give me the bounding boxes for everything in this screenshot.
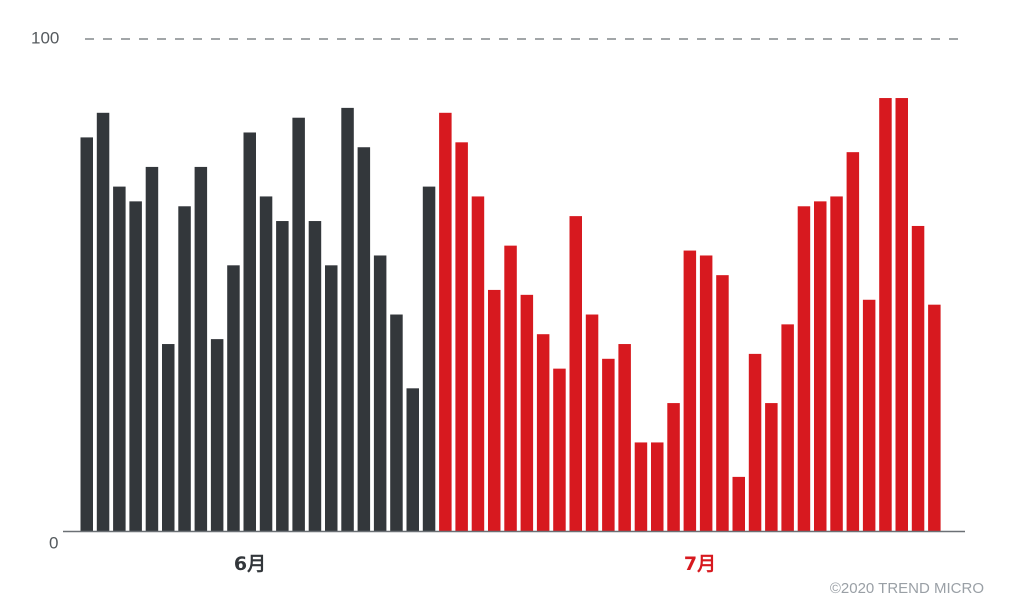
- bar-june-7: [178, 206, 191, 531]
- bar-june-4: [129, 201, 142, 532]
- bar-july-24: [814, 201, 827, 532]
- bar-july-15: [667, 403, 680, 531]
- y-tick-label-100: 100: [31, 28, 59, 47]
- bar-june-5: [145, 166, 159, 532]
- bars-group: [80, 98, 941, 532]
- bar-july-11: [602, 358, 615, 531]
- bar-june-8: [194, 166, 208, 532]
- bar-june-18: [357, 147, 371, 532]
- bar-july-20: [748, 353, 762, 531]
- bar-july-3: [471, 196, 485, 531]
- bar-june-19: [373, 255, 387, 532]
- bar-june-2: [96, 112, 110, 532]
- bar-july-28: [879, 98, 892, 531]
- bar-june-21: [406, 388, 419, 531]
- bar-june-9: [210, 339, 224, 531]
- bar-june-11: [243, 132, 256, 532]
- bar-july-22: [781, 324, 794, 531]
- bar-july-6: [520, 294, 534, 531]
- bar-july-13: [634, 442, 648, 531]
- bar-june-3: [113, 186, 126, 531]
- bar-june-12: [259, 196, 273, 531]
- bar-july-17: [699, 255, 713, 532]
- bar-june-22: [422, 186, 436, 531]
- y-tick-label-0: 0: [49, 533, 58, 552]
- copyright-credit: ©2020 TREND MICRO: [830, 580, 984, 597]
- bar-july-31: [928, 304, 941, 531]
- bar-july-21: [765, 403, 778, 531]
- bar-june-15: [308, 221, 322, 532]
- bar-july-2: [455, 142, 468, 531]
- bar-june-16: [325, 265, 338, 531]
- bar-july-26: [846, 152, 860, 531]
- bar-june-14: [292, 117, 305, 531]
- bar-july-10: [585, 314, 599, 531]
- bar-july-23: [797, 206, 811, 531]
- bar-june-20: [390, 314, 403, 531]
- bar-july-9: [569, 216, 582, 531]
- bar-june-13: [276, 221, 289, 532]
- bar-july-19: [732, 476, 745, 531]
- bar-july-12: [618, 344, 631, 531]
- bar-july-16: [683, 250, 697, 531]
- bar-july-30: [911, 225, 925, 531]
- month-label-june: 6月: [234, 553, 266, 575]
- bar-july-18: [716, 275, 729, 531]
- bar-july-14: [651, 442, 664, 531]
- bar-july-4: [488, 289, 501, 531]
- bar-june-17: [341, 107, 354, 531]
- bar-june-1: [80, 137, 93, 531]
- bar-july-29: [895, 98, 908, 531]
- bar-june-6: [162, 344, 175, 531]
- month-label-july: 7月: [684, 553, 716, 575]
- bar-july-7: [536, 334, 550, 531]
- bar-july-25: [830, 196, 843, 531]
- bar-july-1: [439, 112, 452, 532]
- bar-july-8: [553, 368, 566, 531]
- bar-june-10: [227, 265, 240, 531]
- bar-july-27: [862, 299, 876, 531]
- bar-july-5: [504, 245, 517, 531]
